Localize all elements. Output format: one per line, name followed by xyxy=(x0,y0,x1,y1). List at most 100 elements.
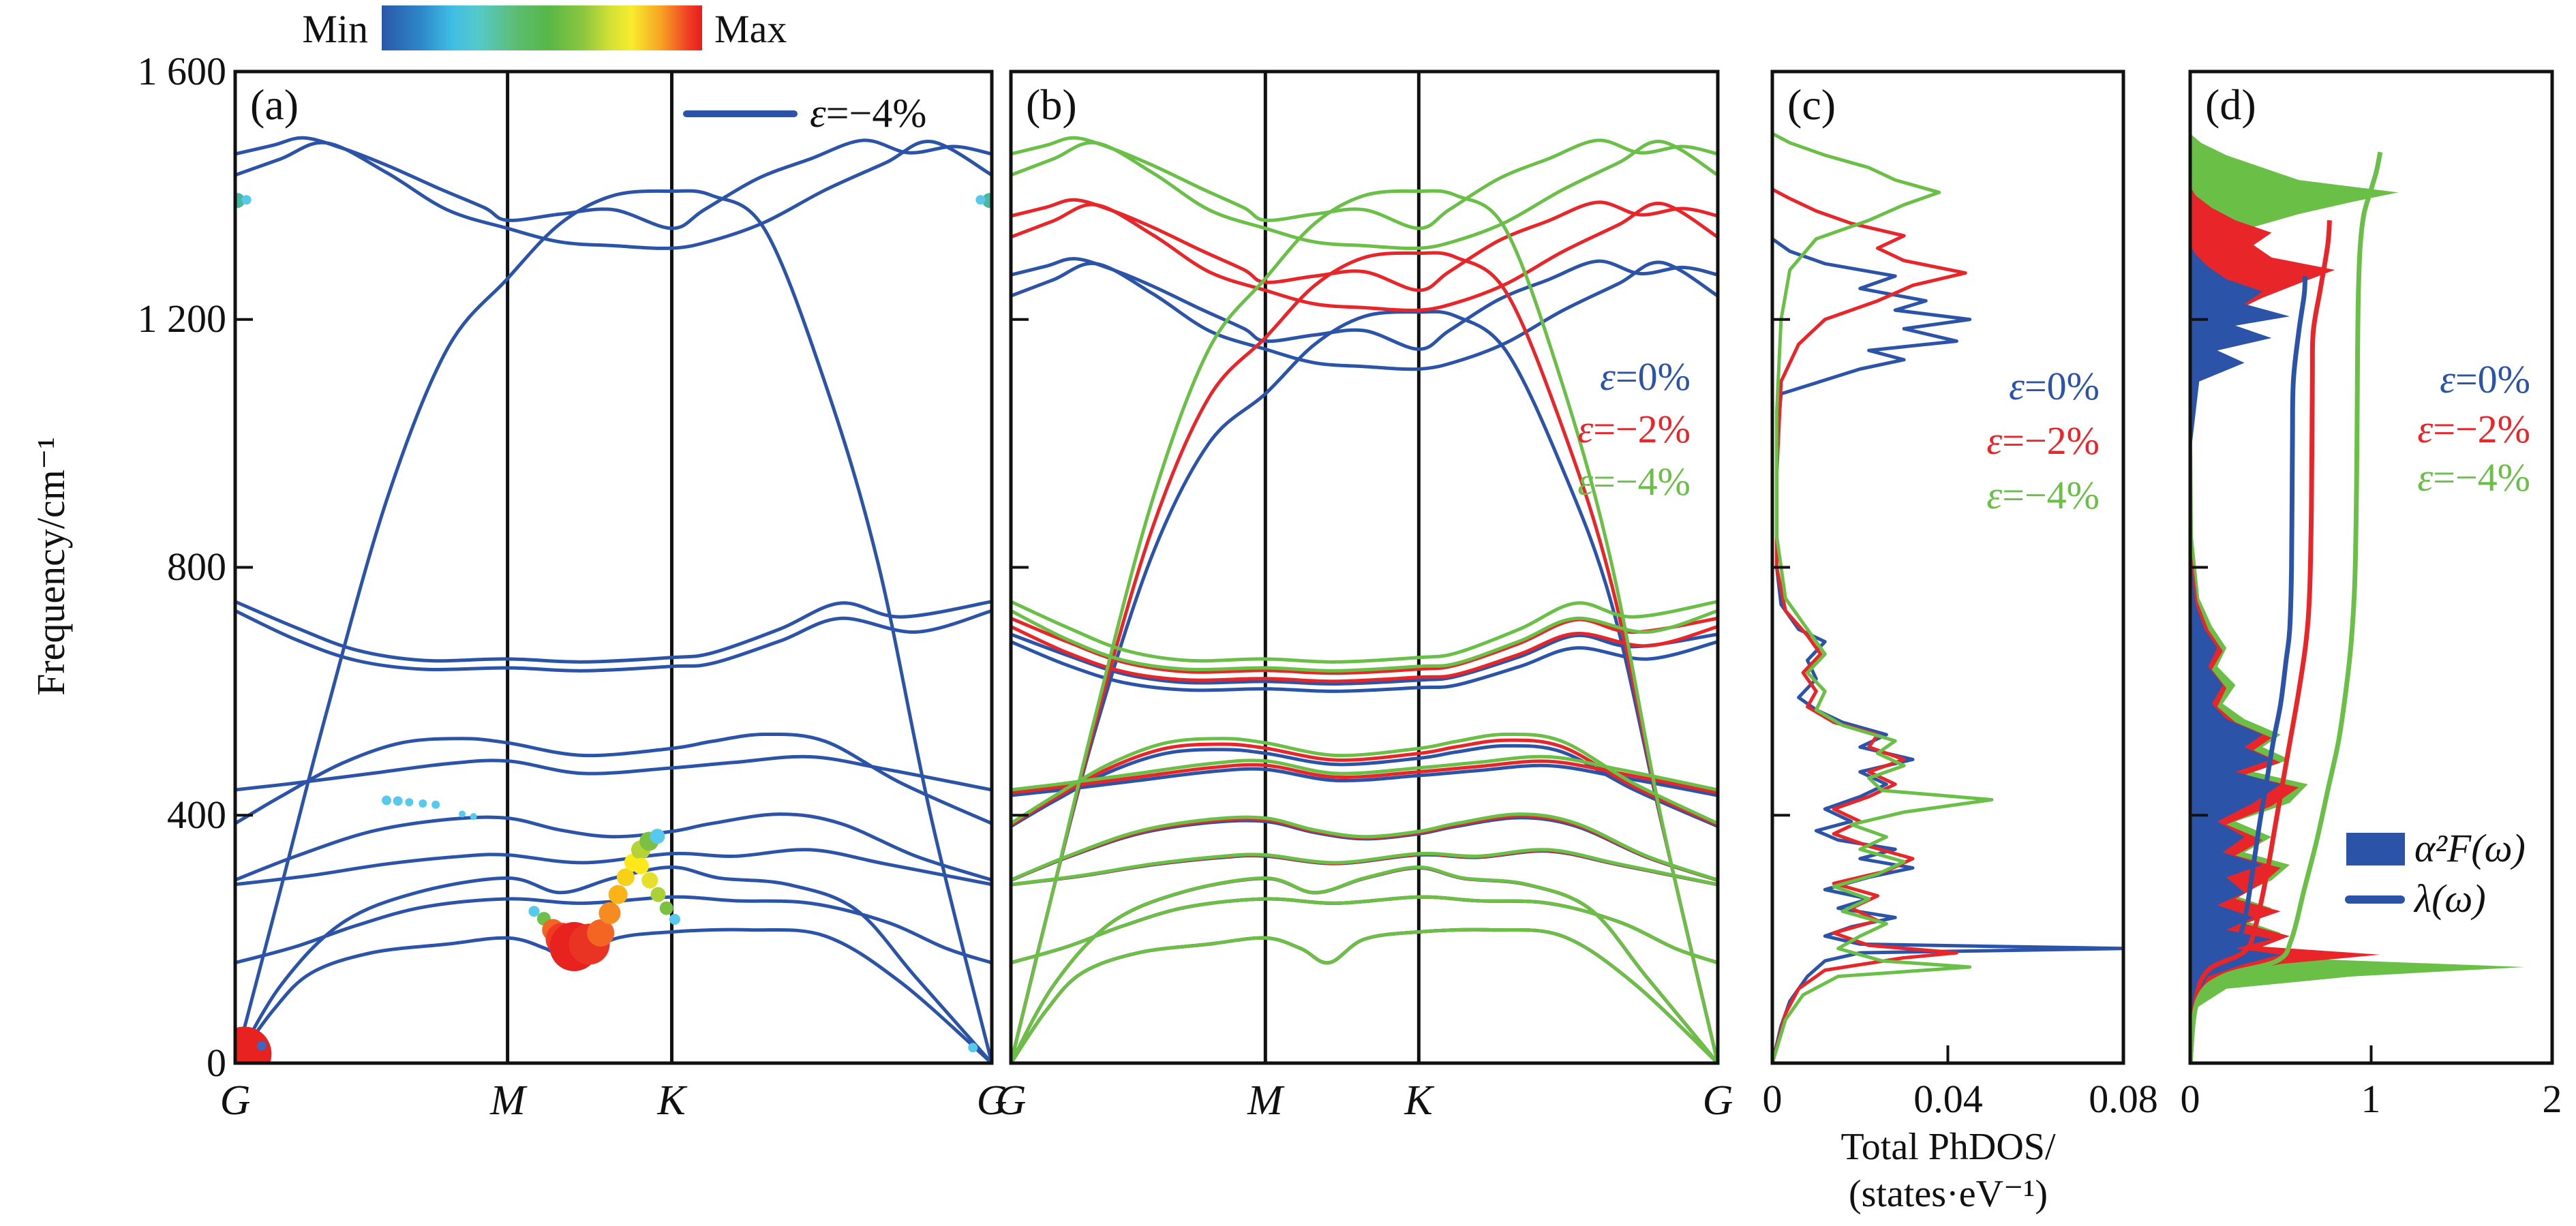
panel-c-x-title-line1: Total PhDOS/ xyxy=(1840,1126,2056,1168)
epc-strength-marker xyxy=(382,795,391,806)
panel-c-xtick-008: 0.08 xyxy=(2089,1077,2158,1121)
epsilon-symbol: ε xyxy=(2440,357,2455,401)
panel-a-legend-label: ε=−4% xyxy=(810,93,926,134)
lambda-cumulative-curve xyxy=(2190,275,2308,1063)
epc-strength-marker xyxy=(968,1043,978,1053)
epc-strength-marker xyxy=(975,195,986,205)
epc-strength-marker xyxy=(470,813,477,821)
phonon-band-line xyxy=(1011,732,1718,825)
phonon-band-line xyxy=(1011,812,1718,882)
phonon-band-line xyxy=(1011,600,1718,664)
panel-d-content xyxy=(2190,72,2526,1063)
epsilon-symbol: ε xyxy=(1986,418,2003,463)
phonon-band-line xyxy=(235,609,992,673)
alpha2F-legend-label: α²F(ω) xyxy=(2414,826,2526,870)
phdos-curve xyxy=(1772,72,2123,1063)
panel-b-label: (b) xyxy=(1026,80,1077,129)
legend-value: =−2% xyxy=(2433,407,2530,451)
phonon-band-line xyxy=(1011,754,1718,792)
panel-d-xtick-0: 0 xyxy=(2180,1077,2200,1121)
epc-strength-marker xyxy=(650,887,666,902)
epc-strength-marker xyxy=(459,810,466,818)
epc-strength-marker xyxy=(598,902,621,924)
legend-value: =−2% xyxy=(2002,418,2100,463)
panel-c-label: (c) xyxy=(1787,80,1836,129)
epsilon-symbol: ε xyxy=(1986,473,2003,517)
epc-strength-marker xyxy=(241,195,252,205)
lambda-cumulative-curve xyxy=(2190,151,2383,1063)
phonon-band-line xyxy=(235,140,992,250)
phonon-band-line xyxy=(235,600,992,664)
y-tick-1200: 1 200 xyxy=(137,296,227,341)
epc-strength-marker xyxy=(641,872,658,889)
alpha2F-spectrum-area xyxy=(2190,72,2290,1063)
alpha2F-spectrum-area xyxy=(2190,72,2380,1063)
panel-b-xtick-G2: G xyxy=(1702,1077,1733,1124)
panel-a-xtick-G2: G xyxy=(976,1077,1007,1124)
epc-strength-marker xyxy=(235,193,245,209)
epc-strength-marker xyxy=(528,906,540,917)
phonon-band-line xyxy=(235,732,992,825)
legend-value: =−4% xyxy=(1593,459,1691,504)
lambda-cumulative-curve xyxy=(2190,219,2332,1063)
phonon-band-line xyxy=(1011,625,1718,684)
legend-value: =0% xyxy=(2455,357,2530,401)
phonon-band-line xyxy=(1011,738,1718,827)
phonon-band-line xyxy=(1011,848,1718,887)
phonon-band-line xyxy=(1011,632,1718,686)
panel-b-xtick-G1: G xyxy=(995,1077,1027,1124)
panel-c-xtick-004: 0.04 xyxy=(1913,1077,1983,1121)
lambda-legend-label: λ(ω) xyxy=(2414,876,2486,921)
phonon-band-line xyxy=(1011,140,1718,250)
panel-b-xtick-M: M xyxy=(1247,1077,1283,1124)
panel-a-label: (a) xyxy=(250,80,299,129)
epc-strength-marker xyxy=(982,193,992,209)
epsilon-symbol: ε xyxy=(810,91,826,136)
panel-c-legend-item-1: ε=−2% xyxy=(1895,421,2100,461)
epc-strength-marker xyxy=(632,857,649,874)
panel-d-legend-item-1: ε=−2% xyxy=(2326,410,2530,449)
phonon-band-line xyxy=(1011,744,1718,828)
colorbar-min-label: Min xyxy=(302,7,368,51)
panel-b-xtick-K: K xyxy=(1404,1077,1433,1124)
phonon-band-line xyxy=(1011,260,1718,371)
epc-strength-marker xyxy=(393,796,403,806)
epc-strength-marker xyxy=(650,829,665,844)
epc-strength-marker xyxy=(669,914,680,925)
panel-d-legend-item-2: ε=−4% xyxy=(2326,458,2530,497)
phonon-band-line xyxy=(1011,895,1718,965)
colorbar-max-label: Max xyxy=(714,7,787,51)
panel-b-legend-item-0: ε=0% xyxy=(1486,357,1691,397)
legend-value: =0% xyxy=(1615,354,1691,399)
epc-strength-marker xyxy=(608,885,628,904)
phonon-band-line xyxy=(1011,202,1718,312)
lambda-line-swatch xyxy=(2345,895,2405,904)
panel-b-frame xyxy=(1009,70,1720,1065)
phdos-curve xyxy=(1772,72,1994,1063)
legend-value: =−2% xyxy=(1593,407,1691,451)
phonon-band-line xyxy=(1011,759,1718,795)
epc-strength-marker xyxy=(587,919,615,947)
phonon-band-line xyxy=(1011,763,1718,797)
phonon-band-line xyxy=(1011,609,1718,673)
epsilon-symbol: ε xyxy=(1600,354,1616,399)
y-tick-1600: 1 600 xyxy=(137,49,227,93)
phonon-band-line xyxy=(1011,309,1718,1063)
epc-strength-marker xyxy=(431,800,440,809)
panel-c-frame xyxy=(1770,70,2125,1065)
panel-a-legend-line-swatch xyxy=(683,110,798,117)
epsilon-symbol: ε xyxy=(2009,364,2025,408)
phonon-band-line xyxy=(235,928,992,1063)
panel-c-legend-item-2: ε=−4% xyxy=(1895,476,2100,515)
panel-b-content xyxy=(1011,72,1718,1063)
phonon-band-line xyxy=(1011,928,1718,1063)
panel-b-legend-item-1: ε=−2% xyxy=(1486,410,1691,449)
epc-strength-marker xyxy=(235,1026,272,1063)
phonon-band-line xyxy=(235,754,992,792)
legend-value: =0% xyxy=(2024,364,2100,408)
epc-strength-marker xyxy=(616,868,635,887)
panel-a-xtick-K: K xyxy=(657,1077,686,1124)
epsilon-symbol: ε xyxy=(1577,459,1594,504)
epc-strength-marker xyxy=(419,799,427,808)
